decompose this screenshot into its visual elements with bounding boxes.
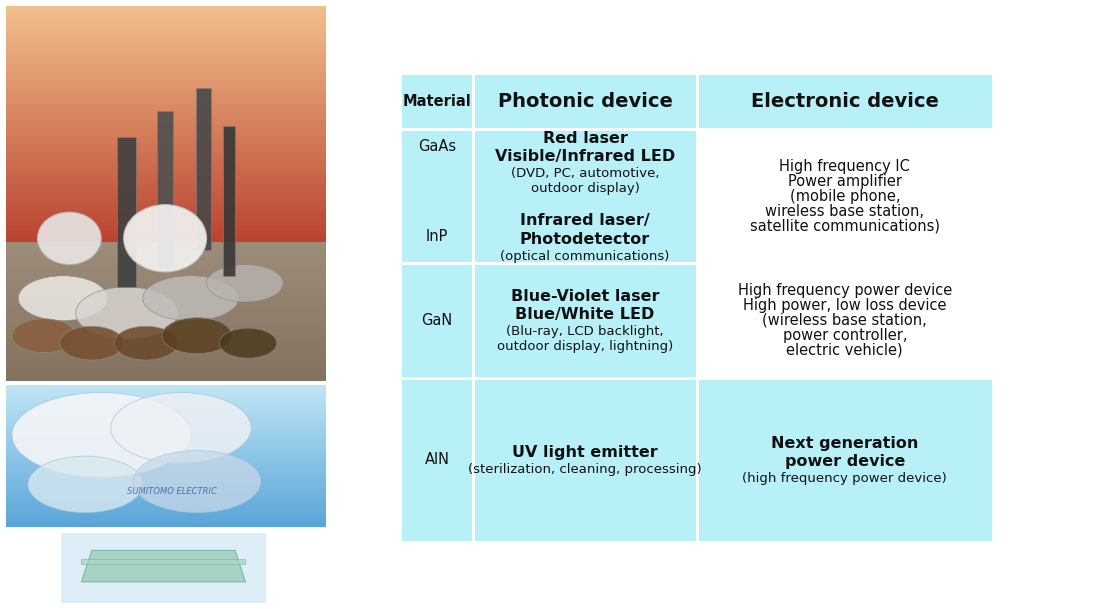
Text: (optical communications): (optical communications) <box>501 250 669 262</box>
Text: satellite communications): satellite communications) <box>750 219 940 234</box>
Ellipse shape <box>133 451 260 513</box>
Text: GaAs: GaAs <box>418 139 456 155</box>
Text: (sterilization, cleaning, processing): (sterilization, cleaning, processing) <box>469 463 701 476</box>
Text: AlN: AlN <box>424 452 450 468</box>
Text: Infrared laser/: Infrared laser/ <box>520 213 650 228</box>
Ellipse shape <box>114 326 178 360</box>
Bar <box>157 111 173 268</box>
Polygon shape <box>82 551 246 582</box>
Ellipse shape <box>143 276 238 321</box>
Ellipse shape <box>162 318 232 354</box>
Ellipse shape <box>219 328 277 358</box>
Text: UV light emitter: UV light emitter <box>512 445 658 460</box>
Bar <box>400 73 473 129</box>
Bar <box>400 129 473 263</box>
Text: power controller,: power controller, <box>782 328 907 343</box>
Text: Visible/Infrared LED: Visible/Infrared LED <box>495 149 675 164</box>
Text: Material: Material <box>402 94 471 109</box>
Bar <box>697 129 993 263</box>
Ellipse shape <box>206 264 284 302</box>
Bar <box>697 378 993 542</box>
Text: Power amplifier: Power amplifier <box>788 174 902 189</box>
Text: electric vehicle): electric vehicle) <box>787 343 903 358</box>
Text: High frequency IC: High frequency IC <box>779 159 910 174</box>
Text: Red laser: Red laser <box>543 130 627 146</box>
Text: outdoor display): outdoor display) <box>531 182 639 195</box>
Text: Next generation: Next generation <box>771 435 919 451</box>
Bar <box>697 263 993 378</box>
Bar <box>400 378 473 542</box>
Text: (Blu-ray, LCD backlight,: (Blu-ray, LCD backlight, <box>506 325 664 338</box>
Text: Photonic device: Photonic device <box>497 92 673 111</box>
Ellipse shape <box>75 287 178 339</box>
Text: Electronic device: Electronic device <box>751 92 938 111</box>
Ellipse shape <box>12 319 75 353</box>
Text: power device: power device <box>784 454 905 470</box>
Bar <box>473 378 697 542</box>
Bar <box>473 129 697 263</box>
Bar <box>697 73 993 129</box>
Ellipse shape <box>124 205 206 272</box>
Text: Photodetector: Photodetector <box>520 232 650 247</box>
Text: outdoor display, lightning): outdoor display, lightning) <box>496 340 674 353</box>
Bar <box>400 263 473 378</box>
Text: High frequency power device: High frequency power device <box>738 283 952 298</box>
Text: wireless base station,: wireless base station, <box>766 203 924 219</box>
Bar <box>223 126 235 276</box>
Text: (DVD, PC, automotive,: (DVD, PC, automotive, <box>511 167 659 180</box>
Text: SUMITOMO ELECTRIC: SUMITOMO ELECTRIC <box>126 487 216 496</box>
Text: Blue/White LED: Blue/White LED <box>515 308 655 322</box>
Ellipse shape <box>12 393 191 477</box>
Text: Blue-Violet laser: Blue-Violet laser <box>511 289 659 303</box>
Ellipse shape <box>111 393 252 463</box>
Bar <box>82 559 246 565</box>
Bar <box>473 73 697 129</box>
Text: (high frequency power device): (high frequency power device) <box>742 472 947 485</box>
Ellipse shape <box>38 212 101 264</box>
Text: (wireless base station,: (wireless base station, <box>762 313 927 328</box>
Text: High power, low loss device: High power, low loss device <box>743 298 946 313</box>
Text: InP: InP <box>425 228 448 244</box>
Text: (mobile phone,: (mobile phone, <box>790 189 900 203</box>
Ellipse shape <box>28 456 143 513</box>
Bar <box>196 88 211 250</box>
Ellipse shape <box>19 276 107 321</box>
Bar <box>117 137 136 287</box>
Ellipse shape <box>60 326 124 360</box>
Bar <box>473 263 697 378</box>
Text: GaN: GaN <box>421 313 452 328</box>
